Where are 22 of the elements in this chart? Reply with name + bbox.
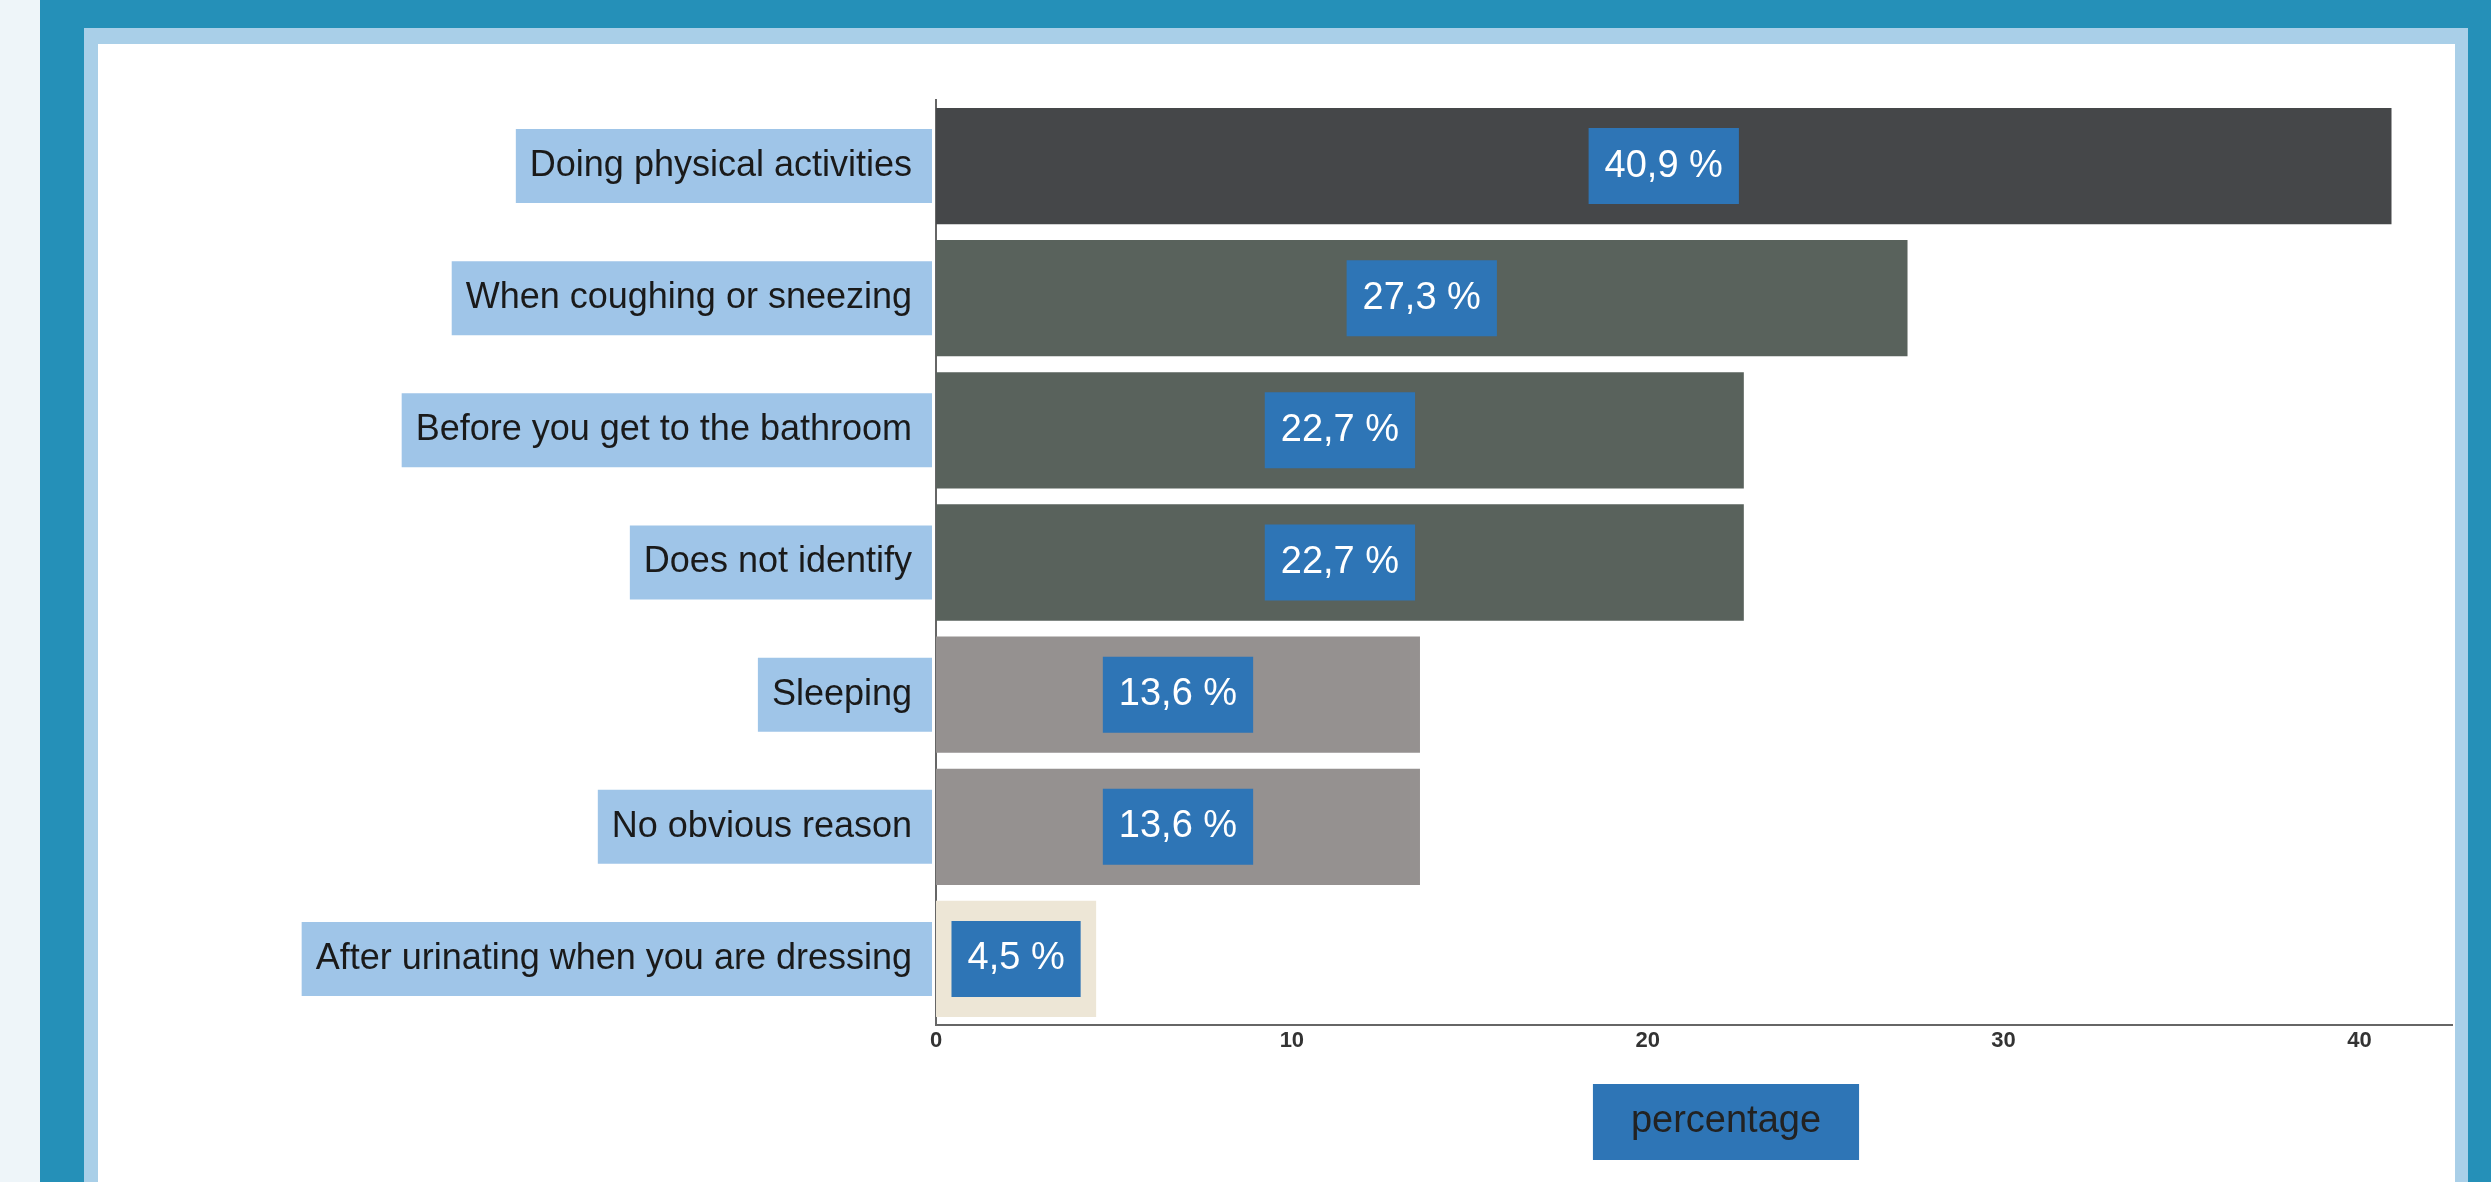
data-label: 22,7 % <box>1280 406 1400 449</box>
data-label: 13,6 % <box>1118 803 1238 846</box>
data-label: 27,3 % <box>1362 274 1481 317</box>
y-tick-label: Does not identify <box>643 539 912 581</box>
x-tick-label: 10 <box>1279 1027 1305 1053</box>
x-tick-label: 20 <box>1635 1027 1660 1053</box>
x-tick-label: 0 <box>929 1027 943 1053</box>
x-axis-title: percentage <box>1630 1098 1822 1141</box>
y-tick-label: When coughing or sneezing <box>465 275 912 317</box>
bar <box>936 240 1908 357</box>
y-tick-label: No obvious reason <box>611 803 912 845</box>
data-label: 13,6 % <box>1118 671 1238 714</box>
data-label: 22,7 % <box>1280 538 1400 581</box>
x-tick-label: 40 <box>2347 1027 2372 1053</box>
y-tick-label: Doing physical activities <box>529 142 912 184</box>
data-label: 40,9 % <box>1604 142 1723 185</box>
y-tick-label: Sleeping <box>771 671 912 713</box>
x-tick-label: 30 <box>1991 1027 2016 1053</box>
bar <box>936 107 2392 225</box>
y-tick-label: Before you get to the bathroom <box>415 407 912 449</box>
y-tick-label: After urinating when you are dressing <box>315 935 912 977</box>
data-label: 4,5 % <box>967 935 1065 978</box>
